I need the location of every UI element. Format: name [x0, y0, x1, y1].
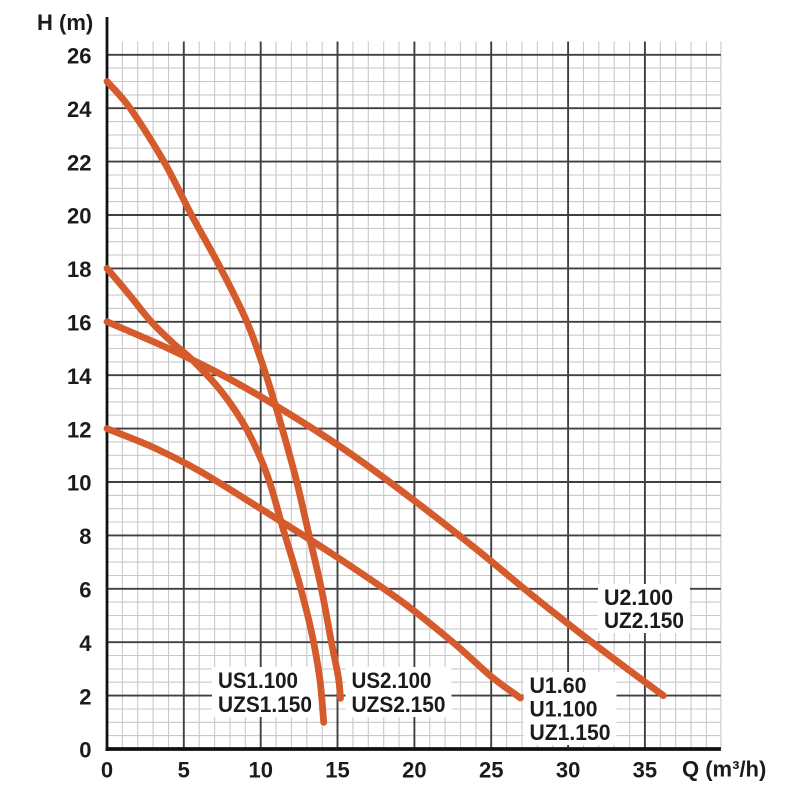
svg-text:22: 22: [67, 150, 91, 175]
svg-text:0: 0: [79, 738, 91, 763]
svg-text:H (m): H (m): [37, 10, 93, 35]
svg-text:Q (m³/h): Q (m³/h): [682, 757, 766, 782]
svg-text:10: 10: [248, 758, 272, 783]
svg-text:12: 12: [67, 417, 91, 442]
svg-text:18: 18: [67, 257, 91, 282]
svg-text:UZS2.150: UZS2.150: [352, 692, 446, 717]
svg-text:25: 25: [479, 758, 503, 783]
svg-text:UZS1.150: UZS1.150: [218, 692, 312, 717]
svg-text:16: 16: [67, 311, 91, 336]
svg-text:20: 20: [67, 204, 91, 229]
svg-text:US1.100: US1.100: [218, 668, 298, 693]
svg-text:20: 20: [402, 758, 426, 783]
svg-text:U1.60: U1.60: [530, 673, 587, 698]
svg-text:4: 4: [79, 631, 92, 656]
svg-text:14: 14: [67, 364, 92, 389]
svg-text:US2.100: US2.100: [352, 668, 432, 693]
svg-text:U2.100: U2.100: [604, 585, 673, 610]
svg-text:U1.100: U1.100: [530, 697, 598, 722]
svg-text:6: 6: [79, 578, 91, 603]
svg-text:2: 2: [79, 684, 91, 709]
svg-text:30: 30: [556, 758, 580, 783]
svg-text:UZ1.150: UZ1.150: [530, 720, 611, 745]
svg-text:5: 5: [178, 758, 190, 783]
svg-text:24: 24: [67, 97, 92, 122]
svg-text:15: 15: [325, 758, 349, 783]
svg-text:10: 10: [67, 471, 91, 496]
svg-text:8: 8: [79, 524, 91, 549]
svg-text:UZ2.150: UZ2.150: [604, 608, 684, 633]
svg-text:0: 0: [101, 758, 113, 783]
svg-text:35: 35: [633, 758, 657, 783]
svg-text:26: 26: [67, 44, 91, 69]
